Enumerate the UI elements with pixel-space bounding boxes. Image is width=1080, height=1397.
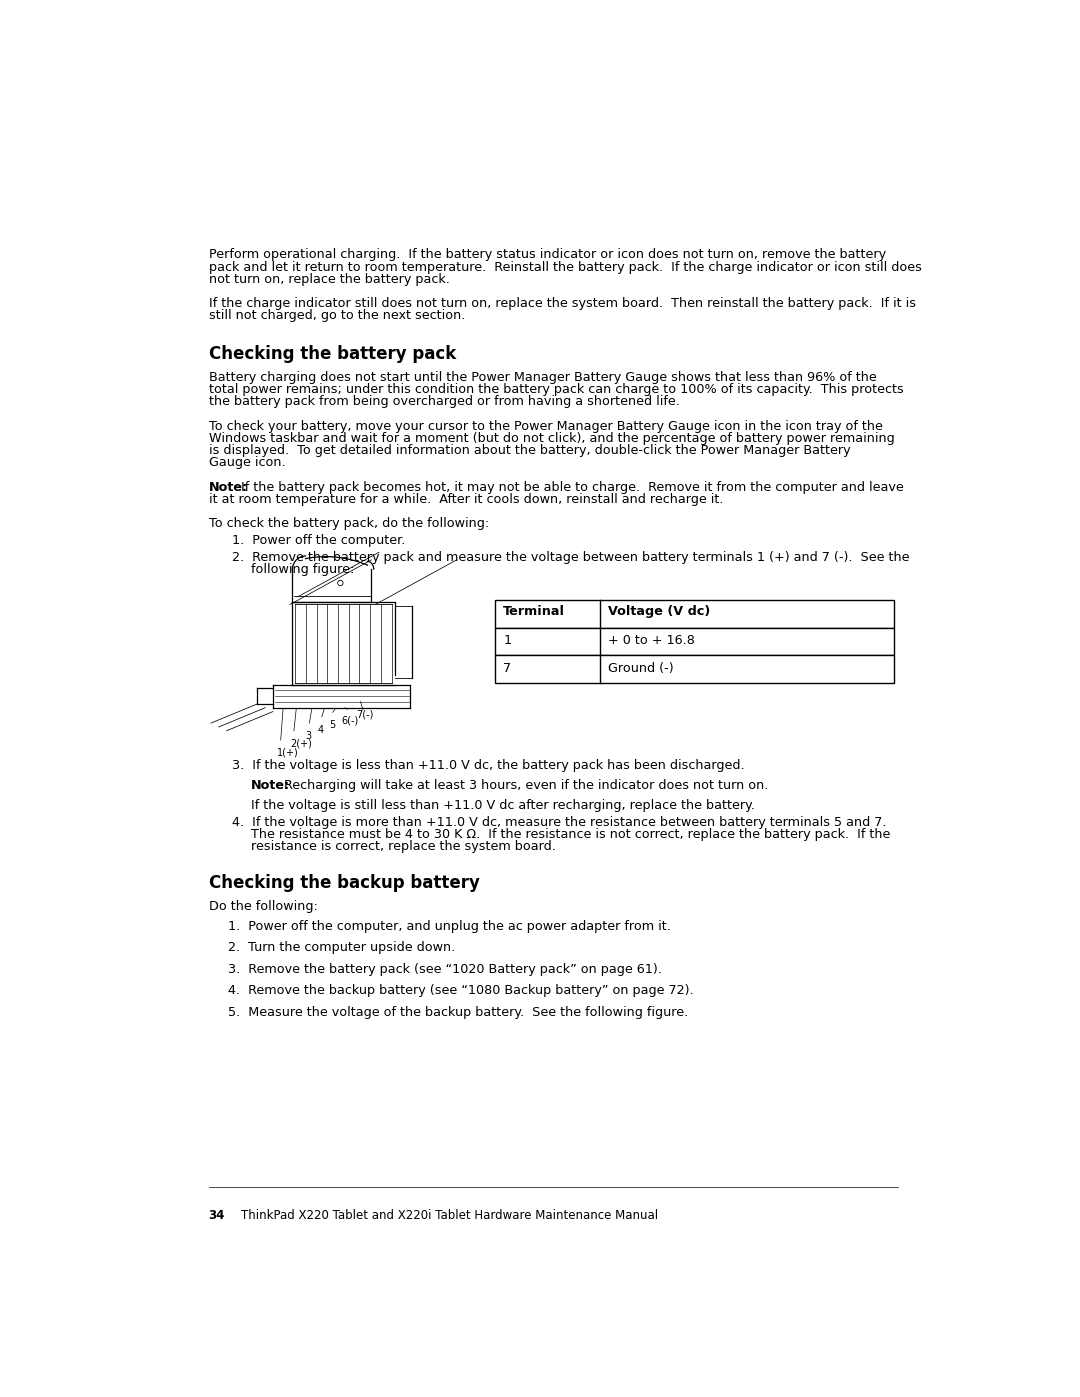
Text: Note:: Note: xyxy=(252,780,291,792)
Text: total power remains; under this condition the battery pack can charge to 100% of: total power remains; under this conditio… xyxy=(208,383,903,397)
Text: If the battery pack becomes hot, it may not be able to charge.  Remove it from t: If the battery pack becomes hot, it may … xyxy=(238,481,904,493)
Text: 1.  Power off the computer, and unplug the ac power adapter from it.: 1. Power off the computer, and unplug th… xyxy=(228,921,671,933)
Text: To check your battery, move your cursor to the Power Manager Battery Gauge icon : To check your battery, move your cursor … xyxy=(208,419,882,433)
Text: Voltage (V dc): Voltage (V dc) xyxy=(608,605,710,617)
Text: Gauge icon.: Gauge icon. xyxy=(208,457,285,469)
Text: 5.  Measure the voltage of the backup battery.  See the following figure.: 5. Measure the voltage of the backup bat… xyxy=(228,1006,688,1018)
Text: Checking the backup battery: Checking the backup battery xyxy=(208,875,480,891)
Text: pack and let it return to room temperature.  Reinstall the battery pack.  If the: pack and let it return to room temperatu… xyxy=(208,261,921,274)
Text: 5: 5 xyxy=(328,719,335,731)
Text: Note:: Note: xyxy=(208,481,247,493)
Text: If the voltage is still less than +11.0 V dc after recharging, replace the batte: If the voltage is still less than +11.0 … xyxy=(252,799,755,812)
Text: Windows taskbar and wait for a moment (but do not click), and the percentage of : Windows taskbar and wait for a moment (b… xyxy=(208,432,894,444)
Text: still not charged, go to the next section.: still not charged, go to the next sectio… xyxy=(208,310,465,323)
Text: Ground (-): Ground (-) xyxy=(608,662,673,675)
Text: 4.  If the voltage is more than +11.0 V dc, measure the resistance between batte: 4. If the voltage is more than +11.0 V d… xyxy=(232,816,887,828)
Text: 3.  If the voltage is less than +11.0 V dc, the battery pack has been discharged: 3. If the voltage is less than +11.0 V d… xyxy=(232,760,744,773)
Text: Perform operational charging.  If the battery status indicator or icon does not : Perform operational charging. If the bat… xyxy=(208,249,886,261)
Text: 7: 7 xyxy=(503,662,511,675)
Text: resistance is correct, replace the system board.: resistance is correct, replace the syste… xyxy=(252,840,556,854)
Text: 7(-): 7(-) xyxy=(356,710,374,719)
Text: ThinkPad X220 Tablet and X220i Tablet Hardware Maintenance Manual: ThinkPad X220 Tablet and X220i Tablet Ha… xyxy=(241,1208,659,1222)
Text: 4: 4 xyxy=(318,725,324,735)
Text: 2.  Turn the computer upside down.: 2. Turn the computer upside down. xyxy=(228,942,456,954)
Text: 34: 34 xyxy=(208,1208,225,1222)
Text: 4.  Remove the backup battery (see “1080 Backup battery” on page 72).: 4. Remove the backup battery (see “1080 … xyxy=(228,983,693,997)
Text: following figure:: following figure: xyxy=(252,563,354,576)
Text: not turn on, replace the battery pack.: not turn on, replace the battery pack. xyxy=(208,272,449,286)
Text: If the charge indicator still does not turn on, replace the system board.  Then : If the charge indicator still does not t… xyxy=(208,298,916,310)
Text: 3.  Remove the battery pack (see “1020 Battery pack” on page 61).: 3. Remove the battery pack (see “1020 Ba… xyxy=(228,963,662,975)
Text: 2(+): 2(+) xyxy=(291,739,312,749)
Text: The resistance must be 4 to 30 K Ω.  If the resistance is not correct, replace t: The resistance must be 4 to 30 K Ω. If t… xyxy=(252,828,891,841)
Text: 6(-): 6(-) xyxy=(341,715,359,725)
Text: is displayed.  To get detailed information about the battery, double-click the P: is displayed. To get detailed informatio… xyxy=(208,444,850,457)
Text: 1: 1 xyxy=(503,634,511,647)
Text: Do the following:: Do the following: xyxy=(208,900,318,914)
Text: 2.  Remove the battery pack and measure the voltage between battery terminals 1 : 2. Remove the battery pack and measure t… xyxy=(232,550,909,564)
Text: 1.  Power off the computer.: 1. Power off the computer. xyxy=(232,534,405,548)
Text: 3: 3 xyxy=(306,731,312,740)
Bar xyxy=(496,655,894,683)
Text: Battery charging does not start until the Power Manager Battery Gauge shows that: Battery charging does not start until th… xyxy=(208,372,876,384)
Text: 1(+): 1(+) xyxy=(276,747,298,757)
Bar xyxy=(496,627,894,655)
Text: it at room temperature for a while.  After it cools down, reinstall and recharge: it at room temperature for a while. Afte… xyxy=(208,493,724,506)
Text: Recharging will take at least 3 hours, even if the indicator does not turn on.: Recharging will take at least 3 hours, e… xyxy=(280,780,768,792)
Text: To check the battery pack, do the following:: To check the battery pack, do the follow… xyxy=(208,517,489,531)
Text: the battery pack from being overcharged or from having a shortened life.: the battery pack from being overcharged … xyxy=(208,395,679,408)
Text: + 0 to + 16.8: + 0 to + 16.8 xyxy=(608,634,694,647)
Bar xyxy=(496,599,894,627)
Text: Checking the battery pack: Checking the battery pack xyxy=(208,345,456,363)
Text: Terminal: Terminal xyxy=(503,605,565,617)
